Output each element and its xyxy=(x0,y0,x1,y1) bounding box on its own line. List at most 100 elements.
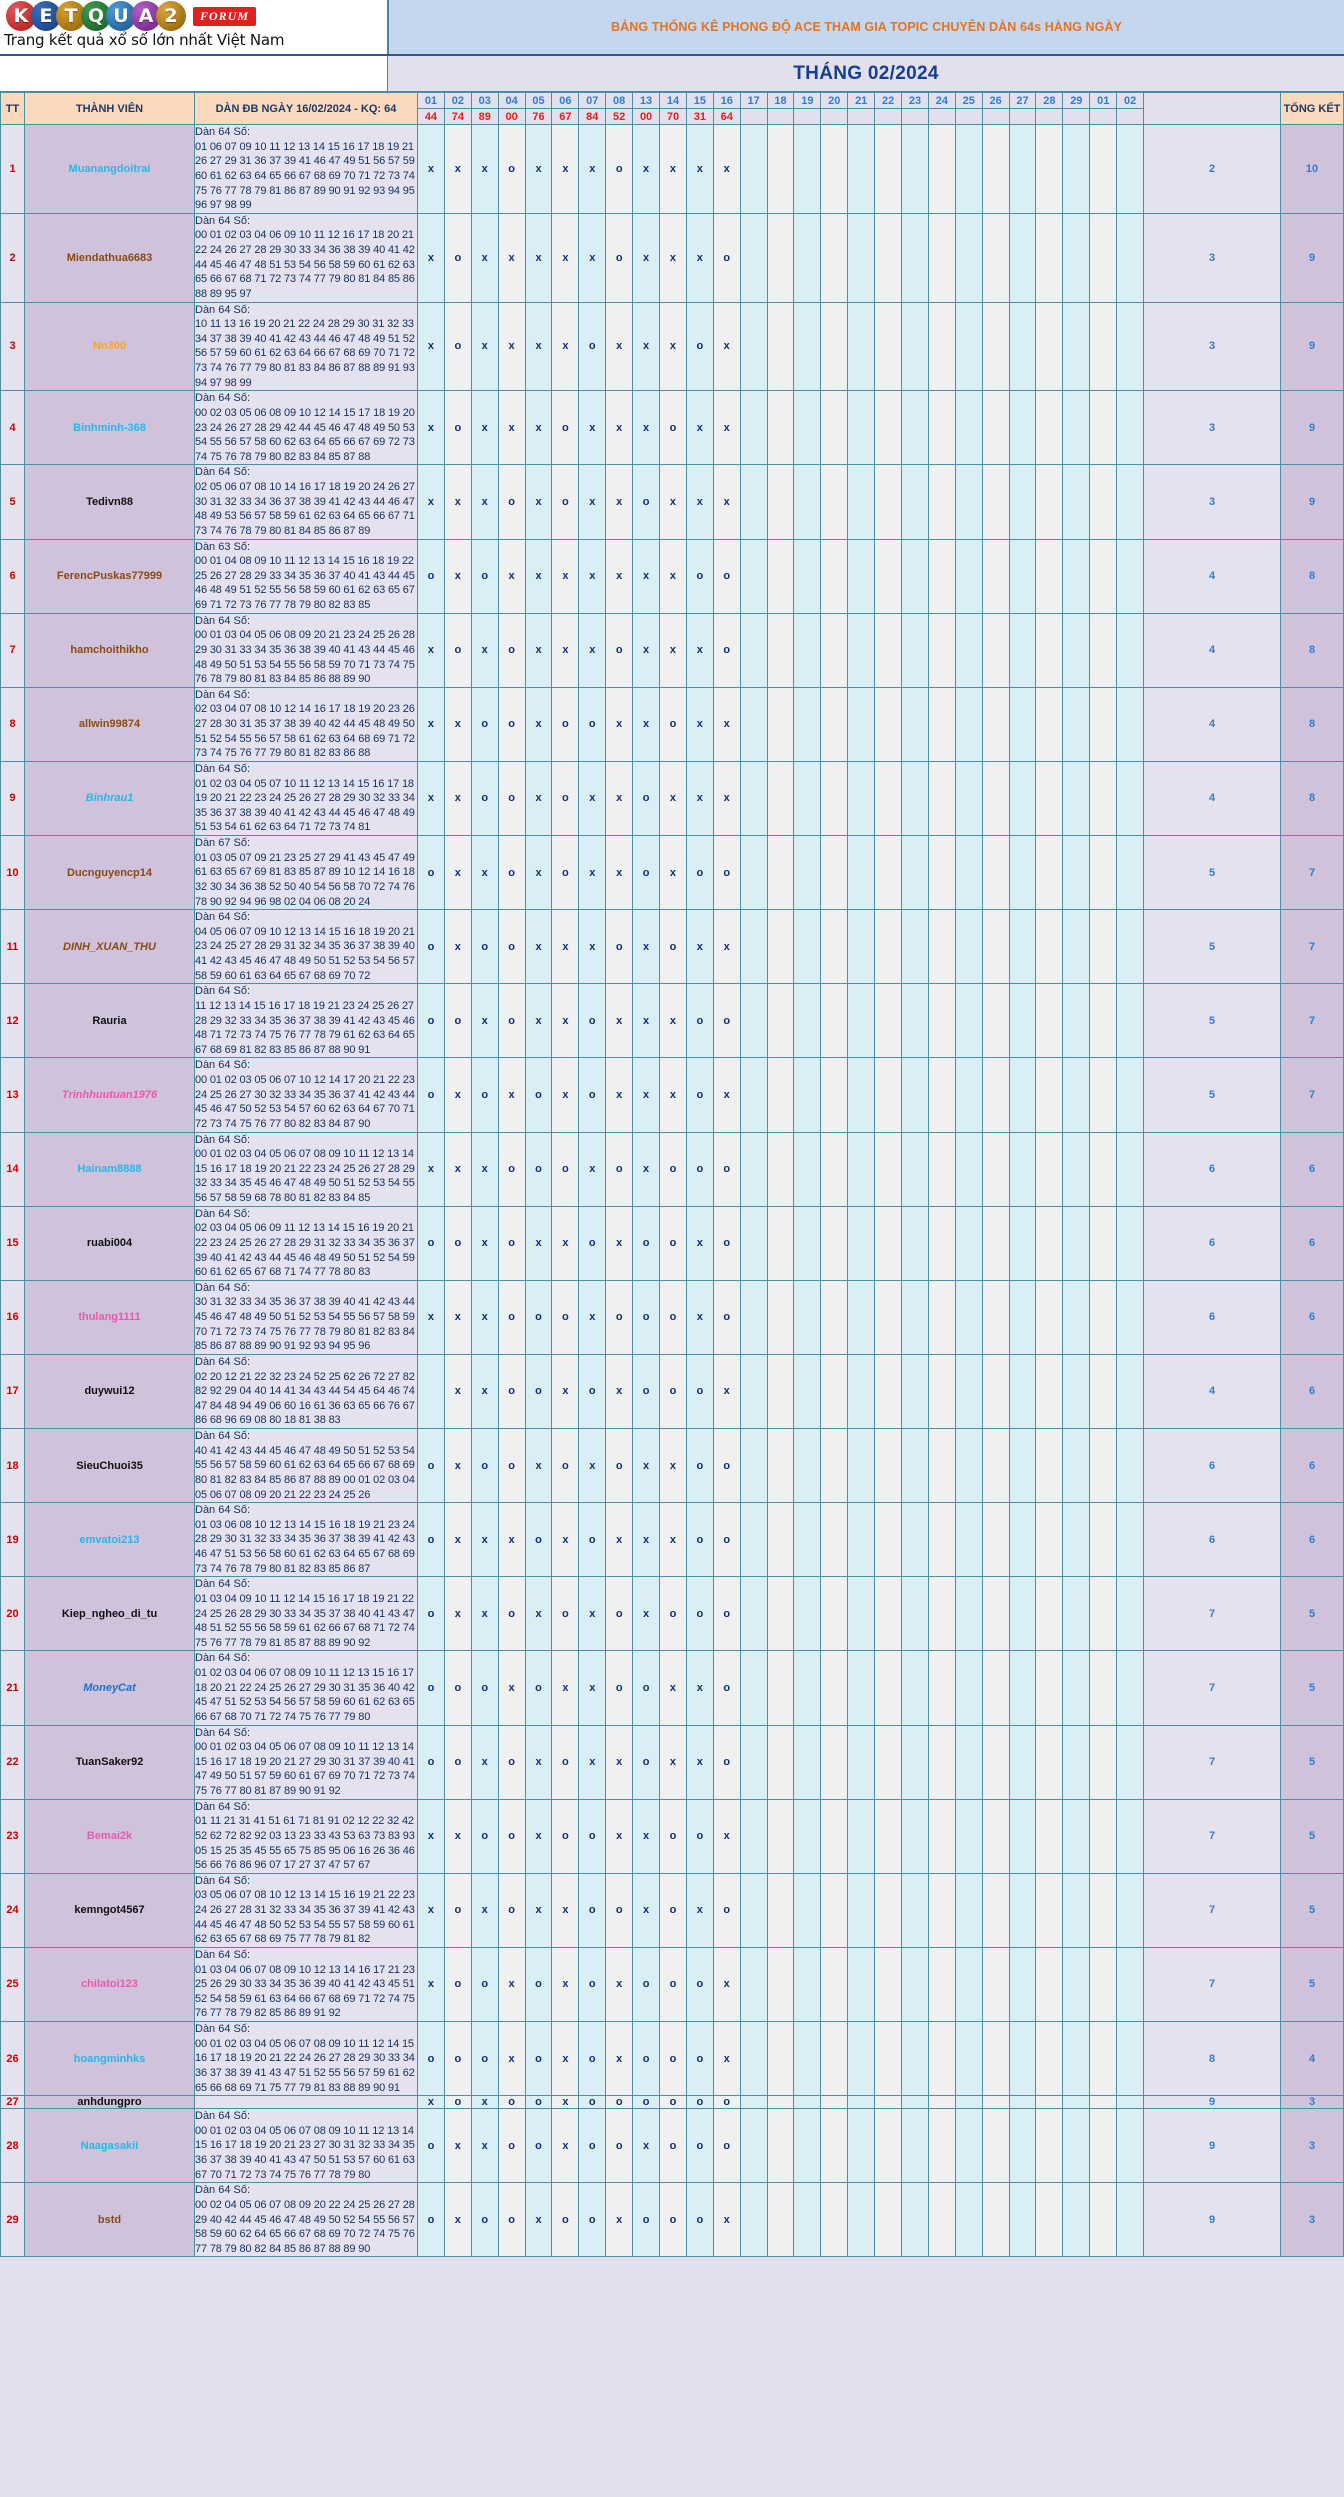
day-mark[interactable]: x xyxy=(524,212,553,303)
day-mark[interactable] xyxy=(739,1946,768,2023)
day-mark[interactable]: o xyxy=(551,1131,580,1207)
day-mark[interactable] xyxy=(847,983,876,1059)
day-mark[interactable]: o xyxy=(551,390,580,466)
day-mark[interactable]: x xyxy=(685,686,714,762)
day-mark[interactable] xyxy=(981,1131,1010,1207)
day-mark[interactable] xyxy=(1089,2095,1118,2110)
day-mark[interactable] xyxy=(1089,1279,1118,1355)
day-mark[interactable]: x xyxy=(497,212,526,303)
day-mark[interactable] xyxy=(793,2095,822,2110)
day-mark[interactable]: o xyxy=(632,2182,661,2258)
day-mark[interactable] xyxy=(1116,2020,1145,2097)
day-mark[interactable] xyxy=(954,1650,983,1726)
day-mark[interactable] xyxy=(954,124,983,214)
day-mark[interactable] xyxy=(901,686,929,762)
day-mark[interactable]: x xyxy=(659,760,687,837)
day-mark[interactable] xyxy=(981,834,1010,911)
day-mark[interactable]: x xyxy=(685,909,714,985)
day-mark[interactable] xyxy=(874,1872,903,1948)
day-mark[interactable]: x xyxy=(470,124,499,214)
day-mark[interactable] xyxy=(1116,390,1145,466)
day-mark[interactable] xyxy=(981,1279,1010,1355)
day-mark[interactable] xyxy=(1116,1946,1145,2023)
day-mark[interactable] xyxy=(847,909,876,985)
day-mark[interactable] xyxy=(1089,983,1118,1059)
day-mark[interactable]: x xyxy=(443,1131,472,1207)
day-mark[interactable] xyxy=(1089,124,1118,214)
day-mark[interactable]: x xyxy=(470,1502,499,1578)
day-mark[interactable] xyxy=(1116,983,1145,1059)
day-mark[interactable] xyxy=(954,1798,983,1874)
day-mark[interactable] xyxy=(954,1427,983,1504)
day-mark[interactable] xyxy=(1062,760,1091,837)
day-mark[interactable] xyxy=(793,1427,822,1504)
day-mark[interactable]: o xyxy=(578,1798,607,1874)
day-mark[interactable] xyxy=(1062,1427,1091,1504)
day-mark[interactable] xyxy=(1116,2108,1145,2184)
day-mark[interactable] xyxy=(1116,1057,1145,1133)
day-mark[interactable]: x xyxy=(632,1057,661,1133)
day-mark[interactable] xyxy=(1116,686,1145,762)
day-mark[interactable] xyxy=(847,2182,876,2258)
day-mark[interactable] xyxy=(1089,390,1118,466)
day-mark[interactable] xyxy=(901,612,929,688)
day-mark[interactable]: x xyxy=(417,390,445,466)
day-mark[interactable]: x xyxy=(578,538,607,614)
day-mark[interactable]: x xyxy=(578,1131,607,1207)
day-mark[interactable] xyxy=(927,1353,956,1430)
day-mark[interactable]: x xyxy=(712,760,741,837)
member-name[interactable]: allwin99874 xyxy=(24,686,195,762)
day-mark[interactable] xyxy=(1035,390,1064,466)
day-mark[interactable] xyxy=(820,464,849,540)
day-mark[interactable] xyxy=(1062,2108,1091,2184)
day-mark[interactable] xyxy=(954,983,983,1059)
day-mark[interactable]: x xyxy=(605,1724,634,1800)
member-name[interactable]: Rauria xyxy=(24,983,195,1059)
day-mark[interactable]: x xyxy=(417,212,445,303)
day-mark[interactable] xyxy=(874,538,903,614)
day-mark[interactable] xyxy=(1116,2182,1145,2258)
day-mark[interactable]: x xyxy=(417,686,445,762)
day-mark[interactable]: o xyxy=(659,1946,687,2023)
day-mark[interactable] xyxy=(874,2020,903,2097)
member-name[interactable]: Bemai2k xyxy=(24,1798,195,1874)
day-mark[interactable] xyxy=(820,390,849,466)
day-mark[interactable] xyxy=(1035,124,1064,214)
day-mark[interactable]: o xyxy=(685,2182,714,2258)
day-mark[interactable] xyxy=(793,686,822,762)
day-mark[interactable]: x xyxy=(605,1502,634,1578)
day-mark[interactable]: x xyxy=(659,1427,687,1504)
day-mark[interactable] xyxy=(1116,1724,1145,1800)
day-mark[interactable]: o xyxy=(659,390,687,466)
day-mark[interactable] xyxy=(1035,2108,1064,2184)
day-mark[interactable]: o xyxy=(659,2182,687,2258)
day-mark[interactable]: o xyxy=(417,1502,445,1578)
day-mark[interactable] xyxy=(1062,1279,1091,1355)
day-mark[interactable]: x xyxy=(685,1872,714,1948)
day-mark[interactable]: x xyxy=(417,124,445,214)
day-mark[interactable] xyxy=(927,2020,956,2097)
day-mark[interactable] xyxy=(954,834,983,911)
day-mark[interactable] xyxy=(847,1946,876,2023)
day-mark[interactable] xyxy=(739,2182,768,2258)
day-mark[interactable]: x xyxy=(712,390,741,466)
day-mark[interactable] xyxy=(901,390,929,466)
day-mark[interactable] xyxy=(820,760,849,837)
member-name[interactable]: ruabi004 xyxy=(24,1205,195,1281)
day-mark[interactable] xyxy=(1089,686,1118,762)
day-mark[interactable]: x xyxy=(659,983,687,1059)
day-mark[interactable]: o xyxy=(524,2095,553,2110)
day-mark[interactable]: x xyxy=(524,909,553,985)
day-mark[interactable]: o xyxy=(578,983,607,1059)
day-mark[interactable]: x xyxy=(605,2020,634,2097)
day-mark[interactable]: x xyxy=(712,301,741,392)
day-mark[interactable] xyxy=(1116,1872,1145,1948)
day-mark[interactable]: o xyxy=(524,1946,553,2023)
day-mark[interactable]: x xyxy=(578,1724,607,1800)
day-mark[interactable]: x xyxy=(470,1353,499,1430)
day-mark[interactable]: x xyxy=(443,1576,472,1652)
day-mark[interactable]: x xyxy=(551,1502,580,1578)
day-mark[interactable] xyxy=(1008,1502,1037,1578)
day-mark[interactable] xyxy=(739,686,768,762)
day-mark[interactable] xyxy=(820,1798,849,1874)
